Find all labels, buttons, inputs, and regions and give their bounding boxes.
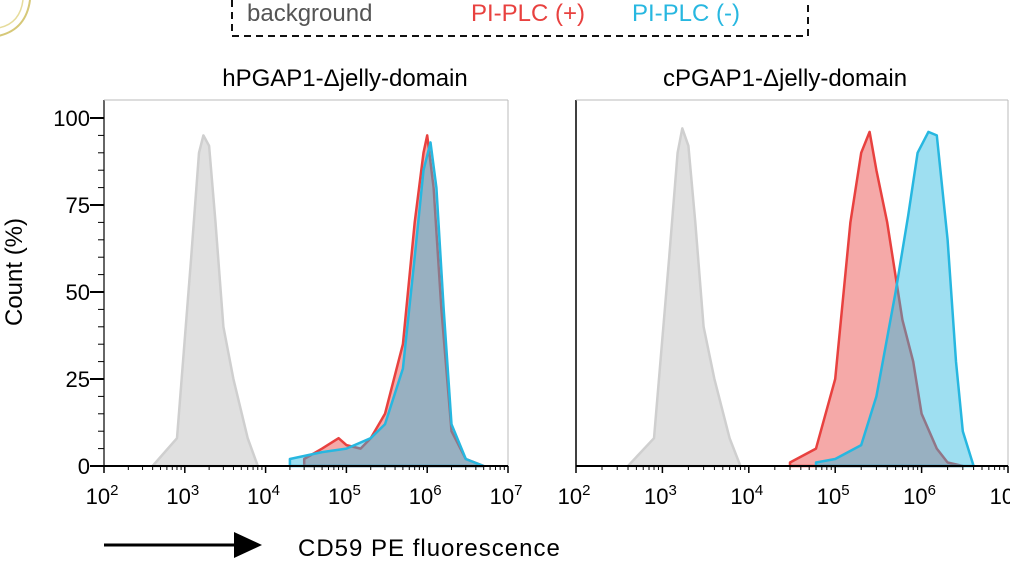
x-tick-label: 105 xyxy=(817,482,850,509)
series-background-area xyxy=(626,127,742,468)
panel-title-left: hPGAP1-Δjelly-domain xyxy=(222,65,467,92)
x-tick-label: 107 xyxy=(990,482,1010,509)
x-tick-label: 103 xyxy=(166,482,199,509)
y-tick-label: 50 xyxy=(66,280,90,305)
series-pi-plc--area xyxy=(302,134,485,468)
x-tick-label: 104 xyxy=(730,482,763,509)
x-tick-label: 103 xyxy=(644,482,677,509)
legend-label-plc-plus: PI-PLC (+) xyxy=(471,0,585,27)
y-tick-label: 25 xyxy=(66,367,90,392)
x-tick-label: 106 xyxy=(409,482,442,509)
x-tick-label: 107 xyxy=(490,482,523,509)
series-background-area xyxy=(151,134,260,468)
x-tick-label: 104 xyxy=(247,482,280,509)
y-tick-label: 100 xyxy=(53,106,90,131)
x-tick-label: 102 xyxy=(86,482,119,509)
legend: background PI-PLC (+) PI-PLC (-) xyxy=(231,0,809,37)
panel-left: 102 103 104 105 106 107 0 25 50 75 100 xyxy=(53,99,523,509)
corner-logo xyxy=(0,0,31,37)
y-tick-label: 75 xyxy=(66,193,90,218)
corner-logo-inner xyxy=(0,0,24,29)
x-axis-label: CD59 PE fluorescence xyxy=(298,535,561,562)
panel-title-right: cPGAP1-Δjelly-domain xyxy=(663,65,907,92)
series-pi-plc--area xyxy=(788,130,965,468)
legend-label-background: background xyxy=(247,0,372,27)
x-axis-arrow xyxy=(104,532,262,558)
y-axis-label: Count (%) xyxy=(1,218,28,326)
x-tick-label: 105 xyxy=(328,482,361,509)
series-pi-plc--area xyxy=(288,141,485,468)
legend-box xyxy=(231,0,809,37)
panel-right: 102 103 104 105 106 107 xyxy=(558,99,1010,509)
series-pi-plc--area xyxy=(814,130,975,468)
legend-label-plc-minus: PI-PLC (-) xyxy=(632,0,740,27)
x-tick-label: 102 xyxy=(558,482,591,509)
y-tick-label: 0 xyxy=(78,454,90,479)
x-tick-label: 106 xyxy=(903,482,936,509)
